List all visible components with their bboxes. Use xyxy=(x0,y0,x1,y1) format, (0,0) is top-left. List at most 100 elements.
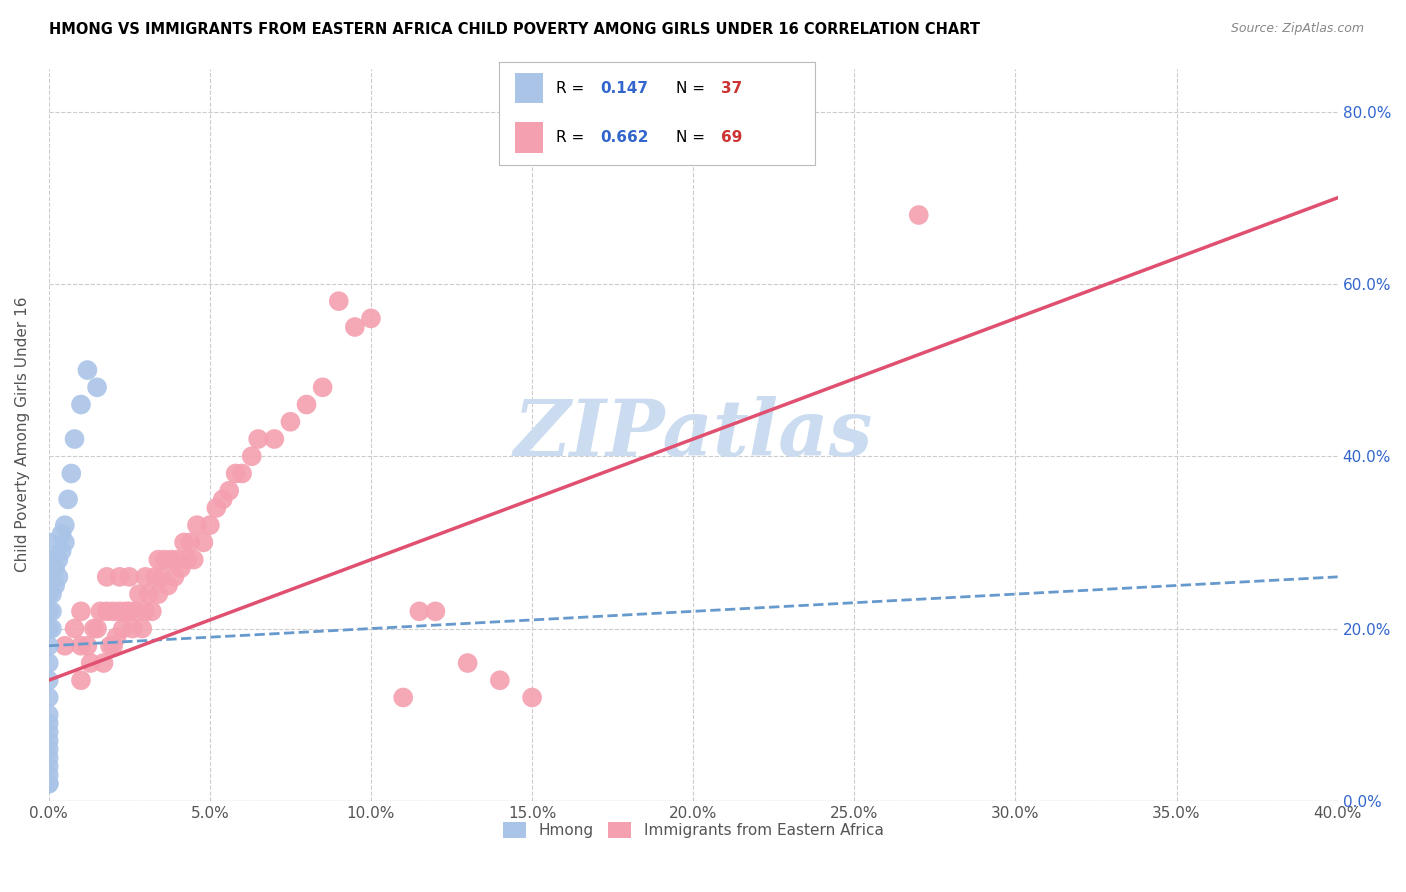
Point xyxy=(38,725,60,739)
Point xyxy=(166,552,188,566)
Point xyxy=(520,690,543,705)
Point xyxy=(93,656,115,670)
Point xyxy=(163,570,186,584)
Point xyxy=(280,415,302,429)
Point xyxy=(105,630,128,644)
Point xyxy=(231,467,253,481)
Point xyxy=(48,570,70,584)
Legend: Hmong, Immigrants from Eastern Africa: Hmong, Immigrants from Eastern Africa xyxy=(496,816,890,845)
Point xyxy=(173,535,195,549)
Point xyxy=(425,604,447,618)
Point xyxy=(38,751,60,765)
Point xyxy=(70,604,93,618)
Point xyxy=(108,604,131,618)
Point xyxy=(205,500,228,515)
Point xyxy=(38,656,60,670)
Point xyxy=(76,363,98,377)
Point xyxy=(38,759,60,773)
Point xyxy=(38,707,60,722)
Point xyxy=(48,552,70,566)
Point xyxy=(38,673,60,688)
Point xyxy=(38,716,60,731)
Y-axis label: Child Poverty Among Girls Under 16: Child Poverty Among Girls Under 16 xyxy=(15,297,30,573)
Text: N =: N = xyxy=(676,80,710,95)
Point xyxy=(83,622,105,636)
Point xyxy=(38,639,60,653)
Point xyxy=(489,673,512,688)
Point xyxy=(103,639,125,653)
Point xyxy=(907,208,929,222)
Point xyxy=(328,294,350,309)
Point xyxy=(44,578,66,592)
Point xyxy=(60,467,83,481)
Point xyxy=(125,604,148,618)
Point xyxy=(211,492,233,507)
Point xyxy=(38,768,60,782)
Point xyxy=(86,380,108,394)
Point xyxy=(53,535,76,549)
Point xyxy=(56,492,79,507)
Point xyxy=(63,622,86,636)
Point xyxy=(41,604,63,618)
Point xyxy=(408,604,430,618)
Point xyxy=(392,690,415,705)
Point xyxy=(131,622,153,636)
Point xyxy=(96,604,118,618)
Point xyxy=(96,570,118,584)
Point xyxy=(183,552,205,566)
Point xyxy=(89,604,111,618)
Point xyxy=(121,622,143,636)
Point xyxy=(53,639,76,653)
Point xyxy=(44,561,66,575)
Point xyxy=(186,518,208,533)
Point xyxy=(176,552,198,566)
Text: R =: R = xyxy=(557,130,589,145)
Point xyxy=(38,777,60,791)
Point xyxy=(138,587,160,601)
Point xyxy=(51,526,73,541)
Point xyxy=(76,639,98,653)
Point xyxy=(108,570,131,584)
Text: R =: R = xyxy=(557,80,589,95)
Point xyxy=(170,561,193,575)
Point xyxy=(141,604,163,618)
Text: 69: 69 xyxy=(720,130,742,145)
Point xyxy=(193,535,215,549)
Point xyxy=(63,432,86,446)
Point xyxy=(360,311,382,326)
Point xyxy=(103,604,125,618)
Point xyxy=(118,570,141,584)
Point xyxy=(148,552,170,566)
Point xyxy=(218,483,240,498)
Text: 0.147: 0.147 xyxy=(600,80,648,95)
Point xyxy=(115,604,138,618)
Point xyxy=(457,656,479,670)
Point xyxy=(150,570,173,584)
Point xyxy=(51,544,73,558)
Point xyxy=(70,398,93,412)
Point xyxy=(53,518,76,533)
Point xyxy=(311,380,333,394)
Point xyxy=(134,570,156,584)
Point xyxy=(118,604,141,618)
Point xyxy=(38,535,60,549)
Point xyxy=(38,690,60,705)
Point xyxy=(247,432,270,446)
Point xyxy=(156,578,179,592)
Point xyxy=(70,673,93,688)
Point xyxy=(38,604,60,618)
Point xyxy=(70,639,93,653)
Point xyxy=(41,587,63,601)
Point xyxy=(86,622,108,636)
Point xyxy=(343,320,366,334)
Point xyxy=(128,587,150,601)
Point xyxy=(41,622,63,636)
Point xyxy=(143,570,166,584)
Point xyxy=(198,518,221,533)
Text: ZIPatlas: ZIPatlas xyxy=(513,396,873,473)
Text: Source: ZipAtlas.com: Source: ZipAtlas.com xyxy=(1230,22,1364,36)
Point xyxy=(295,398,318,412)
Point xyxy=(111,622,134,636)
Point xyxy=(160,552,183,566)
Text: 0.662: 0.662 xyxy=(600,130,648,145)
